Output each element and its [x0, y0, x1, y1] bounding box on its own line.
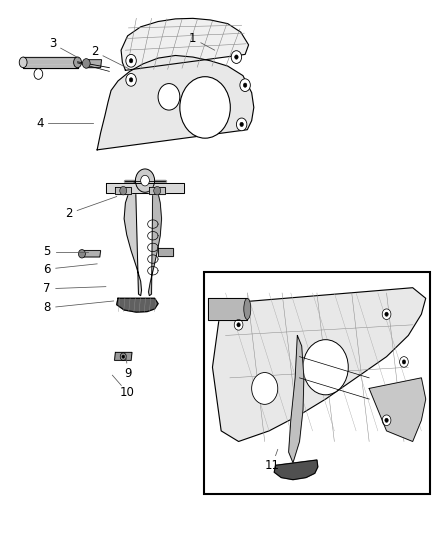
Polygon shape	[85, 60, 102, 68]
Circle shape	[385, 418, 389, 422]
Text: 2: 2	[91, 45, 99, 58]
Text: 1: 1	[189, 32, 197, 45]
Text: 10: 10	[120, 386, 135, 399]
Polygon shape	[158, 248, 173, 256]
Circle shape	[129, 78, 133, 82]
Polygon shape	[274, 460, 318, 480]
Polygon shape	[369, 378, 426, 441]
Circle shape	[382, 415, 391, 425]
Circle shape	[126, 54, 136, 67]
Circle shape	[154, 187, 161, 195]
Text: 6: 6	[43, 263, 51, 276]
Circle shape	[240, 122, 244, 126]
Circle shape	[122, 355, 124, 358]
Circle shape	[240, 79, 251, 92]
Polygon shape	[81, 251, 101, 257]
Text: 5: 5	[43, 245, 51, 258]
Text: 3: 3	[49, 37, 57, 50]
Circle shape	[244, 83, 247, 87]
Circle shape	[399, 357, 408, 367]
Circle shape	[78, 249, 85, 258]
Polygon shape	[115, 352, 132, 360]
Circle shape	[385, 312, 389, 317]
Circle shape	[252, 373, 278, 405]
Polygon shape	[212, 288, 426, 441]
Circle shape	[235, 55, 238, 59]
Polygon shape	[116, 187, 131, 195]
Ellipse shape	[74, 57, 81, 68]
Polygon shape	[289, 335, 304, 463]
Circle shape	[34, 69, 43, 79]
Text: 9: 9	[124, 367, 131, 380]
Circle shape	[402, 360, 406, 364]
Circle shape	[135, 169, 155, 192]
Polygon shape	[23, 57, 78, 68]
Polygon shape	[106, 183, 184, 193]
Text: 7: 7	[43, 282, 51, 295]
Polygon shape	[121, 18, 249, 70]
Circle shape	[141, 175, 149, 186]
Ellipse shape	[244, 298, 251, 319]
Polygon shape	[97, 55, 254, 150]
Circle shape	[237, 322, 240, 327]
Circle shape	[120, 187, 127, 195]
Ellipse shape	[19, 57, 27, 68]
Circle shape	[237, 118, 247, 131]
Circle shape	[126, 74, 136, 86]
Circle shape	[129, 59, 133, 63]
Circle shape	[382, 309, 391, 319]
Text: 11: 11	[265, 459, 279, 472]
Text: 2: 2	[65, 207, 73, 220]
Polygon shape	[148, 181, 162, 296]
Circle shape	[231, 51, 242, 63]
Circle shape	[180, 77, 230, 138]
Polygon shape	[117, 298, 158, 312]
Text: 8: 8	[43, 301, 51, 314]
Text: 4: 4	[36, 117, 43, 130]
Polygon shape	[124, 181, 141, 296]
Circle shape	[82, 59, 90, 68]
Polygon shape	[149, 187, 165, 195]
Circle shape	[234, 319, 243, 330]
Circle shape	[158, 84, 180, 110]
Bar	[204, 272, 430, 495]
Circle shape	[303, 340, 348, 395]
Polygon shape	[208, 298, 247, 319]
